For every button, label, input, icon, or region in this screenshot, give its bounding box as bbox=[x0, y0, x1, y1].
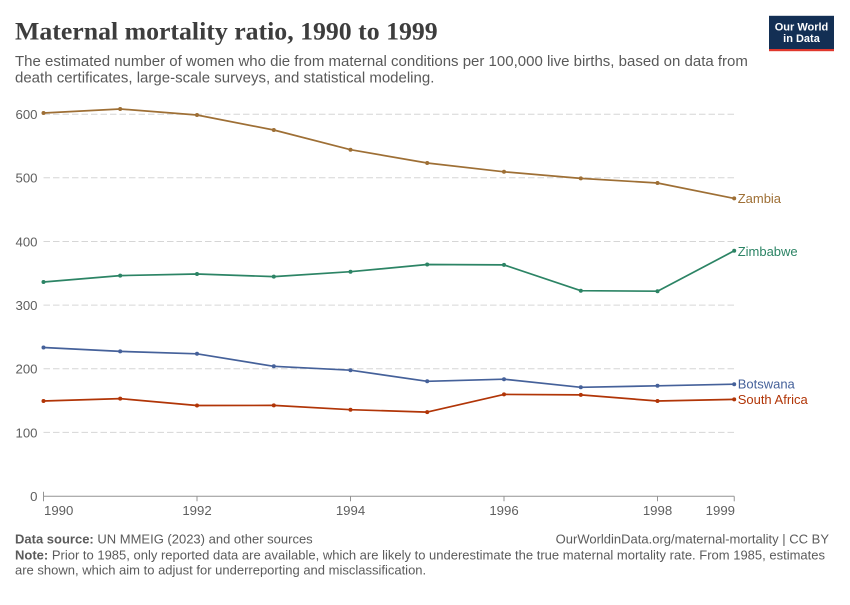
svg-text:Botswana: Botswana bbox=[738, 377, 796, 392]
svg-text:Note: Prior to 1985, only repo: Note: Prior to 1985, only reported data … bbox=[15, 548, 825, 563]
svg-text:1990: 1990 bbox=[44, 503, 73, 518]
svg-text:in Data: in Data bbox=[783, 33, 821, 45]
svg-text:are shown, which aim to adjust: are shown, which aim to adjust for under… bbox=[15, 563, 426, 578]
svg-text:The estimated number of women: The estimated number of women who die fr… bbox=[15, 53, 748, 70]
svg-text:Zambia: Zambia bbox=[738, 191, 782, 206]
svg-text:1992: 1992 bbox=[182, 503, 211, 518]
svg-text:0: 0 bbox=[30, 489, 37, 504]
svg-text:death certificates, large-scal: death certificates, large-scale surveys,… bbox=[15, 70, 434, 87]
svg-text:300: 300 bbox=[15, 298, 37, 313]
svg-text:Maternal mortality ratio, 1990: Maternal mortality ratio, 1990 to 1999 bbox=[15, 16, 438, 45]
svg-text:Zimbabwe: Zimbabwe bbox=[738, 244, 798, 259]
svg-text:1999: 1999 bbox=[706, 503, 735, 518]
svg-text:100: 100 bbox=[15, 425, 37, 440]
svg-text:OurWorldinData.org/maternal-mo: OurWorldinData.org/maternal-mortality | … bbox=[556, 532, 830, 547]
svg-text:1998: 1998 bbox=[643, 503, 672, 518]
svg-text:1996: 1996 bbox=[489, 503, 518, 518]
svg-text:200: 200 bbox=[15, 362, 37, 377]
svg-text:600: 600 bbox=[15, 107, 37, 122]
svg-text:South Africa: South Africa bbox=[738, 392, 809, 407]
svg-text:400: 400 bbox=[15, 234, 37, 249]
svg-text:Data source: UN MMEIG (2023) a: Data source: UN MMEIG (2023) and other s… bbox=[15, 532, 313, 547]
svg-text:500: 500 bbox=[15, 171, 37, 186]
svg-text:Our World: Our World bbox=[775, 22, 829, 34]
svg-text:1994: 1994 bbox=[336, 503, 365, 518]
